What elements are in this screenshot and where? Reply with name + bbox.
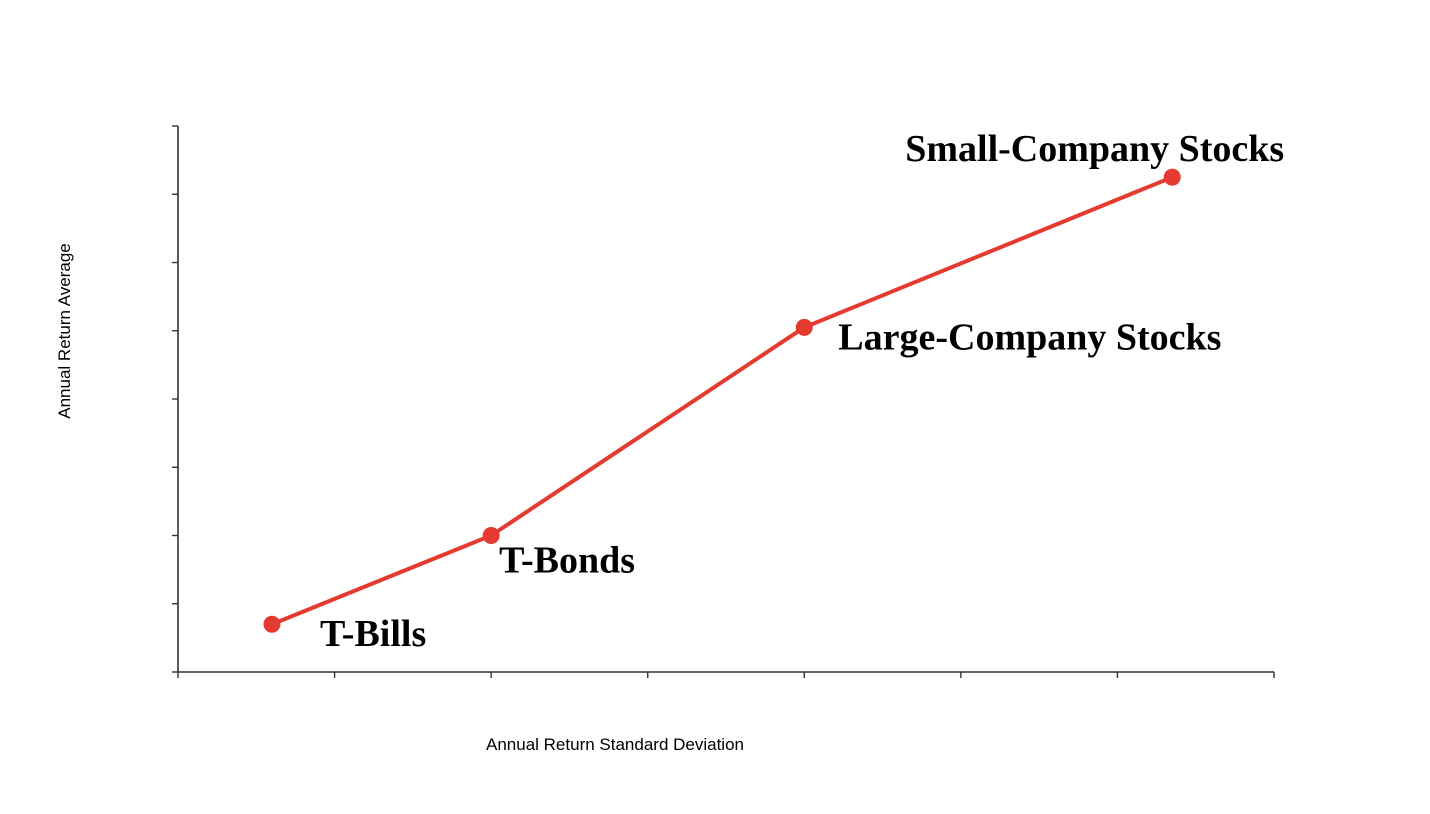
data-point-label: T-Bonds: [499, 540, 635, 582]
data-point: [795, 318, 813, 336]
data-point: [1163, 168, 1181, 186]
series-line: [269, 175, 1175, 627]
data-point-label: Small-Company Stocks: [905, 128, 1284, 170]
data-point-label: T-Bills: [320, 613, 426, 655]
data-point-labels: T-Bills T-Bonds Large-Company Stocks Small-…: [320, 128, 1284, 655]
data-point-label: Large-Company Stocks: [838, 316, 1221, 358]
axis-ticks: [172, 125, 1275, 678]
x-axis-title: Annual Return Standard Deviation: [486, 735, 744, 754]
data-point: [482, 527, 500, 544]
y-axis-title: Annual Return Average: [55, 243, 74, 418]
data-points: [263, 168, 1181, 633]
data-point: [263, 615, 281, 633]
